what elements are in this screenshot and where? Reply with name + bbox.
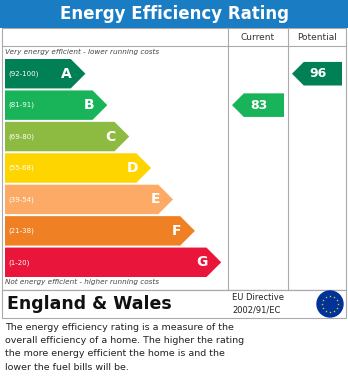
Text: E: E	[150, 192, 160, 206]
Text: (1-20): (1-20)	[8, 259, 29, 265]
Text: C: C	[106, 129, 116, 143]
Circle shape	[317, 291, 343, 317]
Bar	[0, 0, 348, 28]
Polygon shape	[5, 216, 195, 246]
Polygon shape	[232, 93, 284, 117]
Polygon shape	[5, 90, 107, 120]
Text: Energy Efficiency Rating: Energy Efficiency Rating	[60, 5, 288, 23]
Polygon shape	[5, 185, 173, 214]
Text: England & Wales: England & Wales	[7, 295, 172, 313]
Polygon shape	[5, 122, 129, 151]
Text: F: F	[172, 224, 182, 238]
Polygon shape	[292, 62, 342, 86]
Text: (92-100): (92-100)	[8, 70, 38, 77]
Bar	[2, 290, 346, 318]
Text: Very energy efficient - lower running costs: Very energy efficient - lower running co…	[5, 49, 159, 55]
Bar	[2, 28, 346, 290]
Text: G: G	[197, 255, 208, 269]
Polygon shape	[5, 59, 85, 88]
Text: 83: 83	[251, 99, 268, 112]
Text: (39-54): (39-54)	[8, 196, 34, 203]
Text: EU Directive
2002/91/EC: EU Directive 2002/91/EC	[232, 293, 284, 315]
Text: Not energy efficient - higher running costs: Not energy efficient - higher running co…	[5, 279, 159, 285]
Text: The energy efficiency rating is a measure of the
overall efficiency of a home. T: The energy efficiency rating is a measur…	[5, 323, 244, 371]
Polygon shape	[5, 248, 221, 277]
Text: Current: Current	[241, 32, 275, 41]
Text: (69-80): (69-80)	[8, 133, 34, 140]
Polygon shape	[5, 153, 151, 183]
Text: Potential: Potential	[297, 32, 337, 41]
Text: 96: 96	[310, 67, 327, 80]
Text: A: A	[61, 67, 72, 81]
Text: (55-68): (55-68)	[8, 165, 34, 171]
Text: D: D	[126, 161, 138, 175]
Text: B: B	[84, 98, 94, 112]
Text: (21-38): (21-38)	[8, 228, 34, 234]
Text: (81-91): (81-91)	[8, 102, 34, 108]
